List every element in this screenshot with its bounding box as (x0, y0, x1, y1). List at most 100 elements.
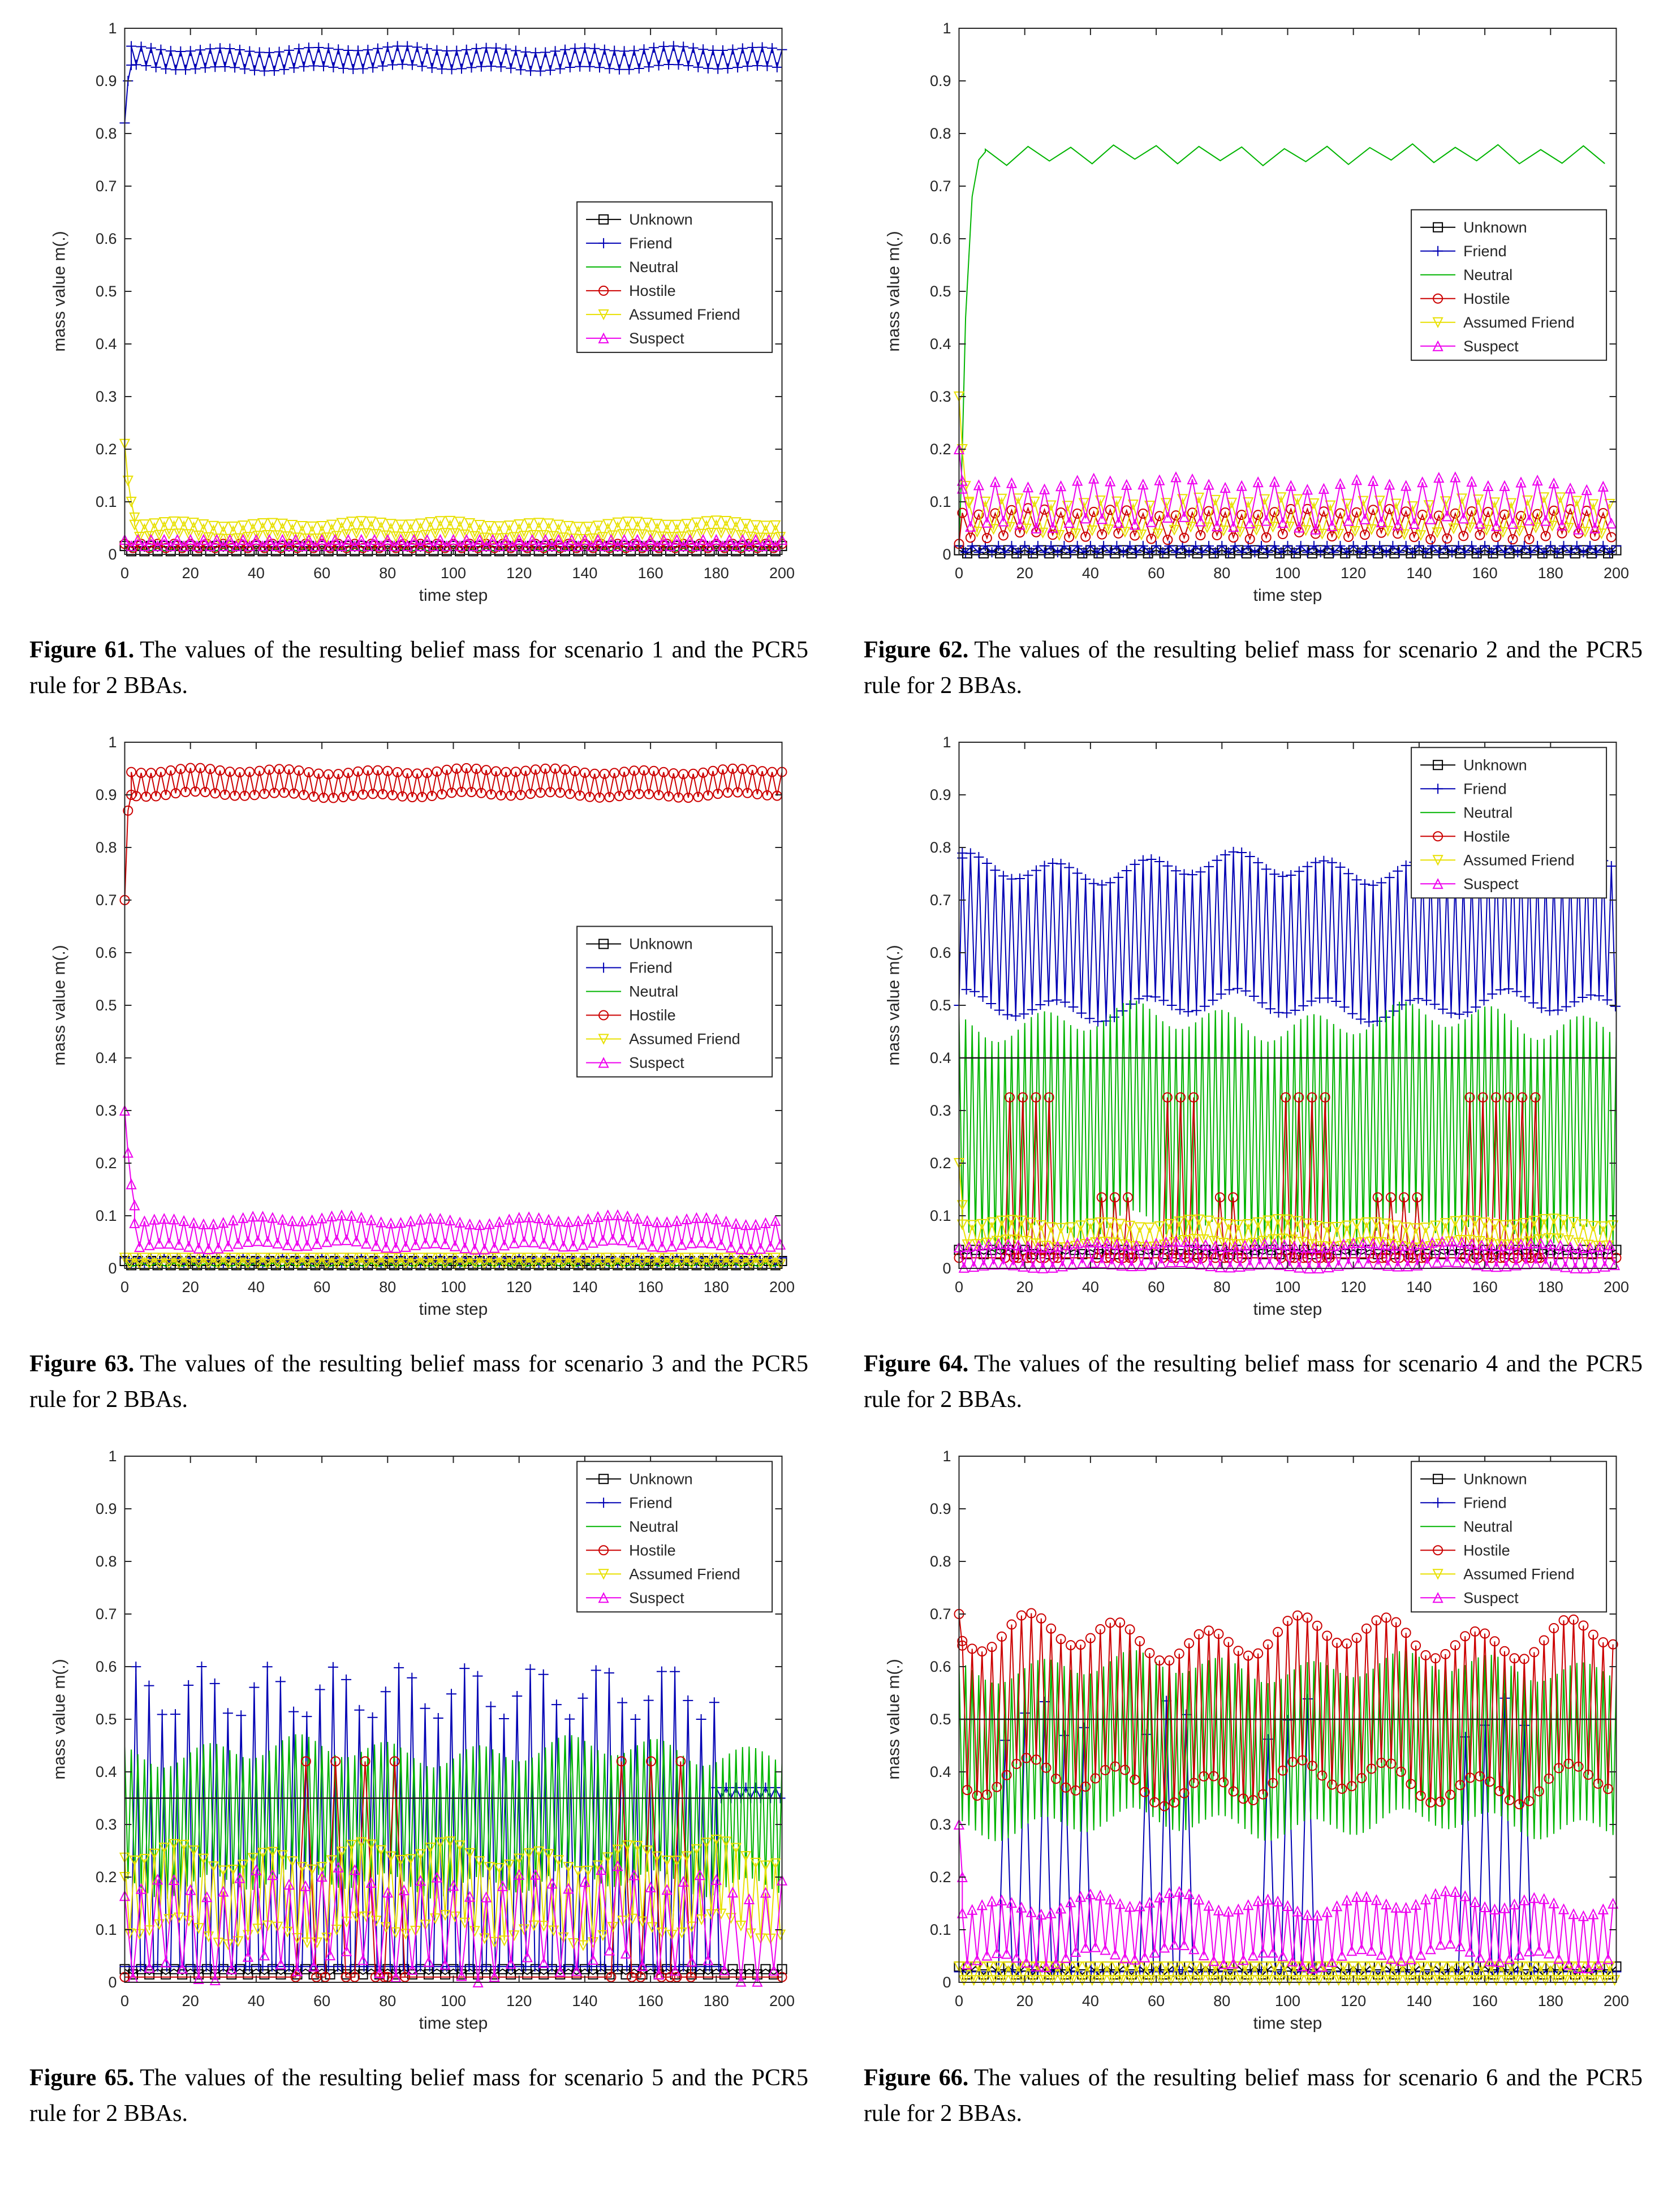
svg-text:Hostile: Hostile (629, 282, 676, 299)
svg-text:0.7: 0.7 (930, 892, 951, 909)
svg-text:0.3: 0.3 (96, 1102, 117, 1119)
svg-text:Suspect: Suspect (629, 1589, 684, 1606)
svg-text:mass value m(.): mass value m(.) (50, 945, 69, 1065)
svg-text:mass value m(.): mass value m(.) (885, 231, 903, 351)
svg-text:140: 140 (572, 565, 597, 582)
svg-text:Hostile: Hostile (1463, 828, 1510, 845)
svg-text:60: 60 (1148, 1992, 1165, 2009)
svg-text:1: 1 (942, 20, 951, 37)
svg-text:0.3: 0.3 (930, 388, 951, 405)
svg-text:0: 0 (955, 1992, 963, 2009)
svg-text:Hostile: Hostile (1463, 290, 1510, 307)
svg-text:20: 20 (1016, 1992, 1033, 2009)
svg-text:0.5: 0.5 (96, 997, 117, 1014)
figure-64-caption: Figure 64. The values of the resulting be… (864, 1346, 1643, 1418)
figure-64-caption-text: The values of the resulting belief mass … (864, 1351, 1643, 1413)
svg-text:Suspect: Suspect (1463, 1589, 1519, 1606)
figure-63-chart: 0 20 40 60 80 100 120 140 160 180 200 0 0.1 0.2 0.3 0.4… (27, 730, 811, 1329)
figure-64: 0 20 40 60 80 100 120 140 160 180 200 0 0.1 0.2 0.3 0.4… (861, 730, 1645, 1418)
svg-text:0.4: 0.4 (930, 335, 951, 352)
svg-text:20: 20 (182, 1279, 199, 1296)
svg-text:100: 100 (441, 1992, 466, 2009)
svg-text:Assumed Friend: Assumed Friend (629, 306, 740, 323)
svg-text:60: 60 (313, 565, 330, 582)
svg-text:0.3: 0.3 (930, 1102, 951, 1119)
svg-text:mass value m(.): mass value m(.) (885, 1659, 903, 1779)
svg-text:120: 120 (506, 565, 532, 582)
svg-text:60: 60 (313, 1992, 330, 2009)
svg-text:40: 40 (1082, 565, 1099, 582)
svg-text:0.2: 0.2 (930, 1869, 951, 1886)
svg-text:0.8: 0.8 (930, 125, 951, 142)
svg-text:0.7: 0.7 (96, 178, 117, 195)
svg-text:0.7: 0.7 (96, 1606, 117, 1623)
svg-text:Suspect: Suspect (1463, 338, 1519, 355)
svg-text:Assumed Friend: Assumed Friend (1463, 851, 1575, 868)
svg-text:20: 20 (182, 565, 199, 582)
svg-text:140: 140 (572, 1992, 597, 2009)
svg-text:0: 0 (120, 565, 129, 582)
svg-text:0.5: 0.5 (930, 283, 951, 300)
figure-65-caption: Figure 65. The values of the resulting be… (29, 2060, 808, 2132)
figure-62-caption-label: Figure 62. (864, 637, 969, 663)
svg-text:40: 40 (248, 1279, 265, 1296)
svg-text:0.4: 0.4 (96, 335, 117, 352)
svg-text:Neutral: Neutral (1463, 804, 1512, 821)
svg-text:120: 120 (506, 1992, 532, 2009)
figure-66-caption-label: Figure 66. (864, 2065, 969, 2091)
chart-canvas: 0 20 40 60 80 100 120 140 160 180 200 0 0.1 0.2 0.3 0.4… (885, 1448, 1630, 2033)
svg-text:60: 60 (313, 1279, 330, 1296)
svg-text:0.7: 0.7 (930, 1606, 951, 1623)
svg-text:time step: time step (419, 2014, 488, 2033)
svg-text:0.1: 0.1 (96, 493, 117, 510)
svg-text:Hostile: Hostile (629, 1007, 676, 1024)
svg-text:0.1: 0.1 (930, 1921, 951, 1938)
svg-text:time step: time step (1253, 2014, 1322, 2033)
svg-text:0.8: 0.8 (930, 1553, 951, 1570)
svg-text:100: 100 (441, 565, 466, 582)
svg-text:Neutral: Neutral (629, 983, 678, 1000)
figure-62-caption: Figure 62. The values of the resulting be… (864, 632, 1643, 704)
figure-61: 0 20 40 60 80 100 120 140 160 180 200 0 0.1 0.2 0.3 0.4… (27, 16, 811, 704)
svg-text:0.9: 0.9 (96, 786, 117, 803)
svg-text:100: 100 (1275, 1992, 1300, 2009)
svg-text:Suspect: Suspect (1463, 875, 1519, 892)
svg-text:40: 40 (248, 565, 265, 582)
svg-text:60: 60 (1148, 565, 1165, 582)
svg-text:0.4: 0.4 (96, 1049, 117, 1066)
svg-text:Hostile: Hostile (629, 1542, 676, 1559)
svg-text:0.1: 0.1 (96, 1207, 117, 1224)
svg-text:160: 160 (638, 1279, 663, 1296)
svg-text:180: 180 (704, 565, 729, 582)
svg-text:180: 180 (1538, 1279, 1563, 1296)
svg-text:Friend: Friend (629, 1494, 673, 1511)
svg-text:0: 0 (108, 1974, 117, 1991)
chart-canvas: 0 20 40 60 80 100 120 140 160 180 200 0 0.1 0.2 0.3 0.4… (50, 734, 795, 1319)
figure-64-chart: 0 20 40 60 80 100 120 140 160 180 200 0 0.1 0.2 0.3 0.4… (861, 730, 1645, 1329)
svg-text:0: 0 (108, 546, 117, 563)
svg-text:mass value m(.): mass value m(.) (50, 1659, 69, 1779)
svg-text:0: 0 (942, 1974, 951, 1991)
svg-text:0.9: 0.9 (96, 72, 117, 89)
svg-text:time step: time step (419, 586, 488, 605)
chart-canvas: 0 20 40 60 80 100 120 140 160 180 200 0 0.1 0.2 0.3 0.4… (50, 1448, 795, 2033)
svg-text:Unknown: Unknown (629, 211, 693, 228)
figure-61-caption-text: The values of the resulting belief mass … (29, 637, 808, 699)
svg-text:160: 160 (1472, 565, 1498, 582)
svg-text:0: 0 (120, 1279, 129, 1296)
svg-text:Assumed Friend: Assumed Friend (1463, 1565, 1575, 1582)
svg-text:200: 200 (1604, 1992, 1629, 2009)
svg-text:200: 200 (769, 1992, 795, 2009)
svg-text:0: 0 (120, 1992, 129, 2009)
figure-63-caption-text: The values of the resulting belief mass … (29, 1351, 808, 1413)
svg-text:Unknown: Unknown (629, 936, 693, 953)
svg-text:0.3: 0.3 (96, 388, 117, 405)
svg-text:mass value m(.): mass value m(.) (50, 231, 69, 351)
figure-62-caption-text: The values of the resulting belief mass … (864, 637, 1643, 699)
figure-63: 0 20 40 60 80 100 120 140 160 180 200 0 0.1 0.2 0.3 0.4… (27, 730, 811, 1418)
svg-text:20: 20 (1016, 565, 1033, 582)
svg-text:0.4: 0.4 (930, 1763, 951, 1780)
svg-text:0.2: 0.2 (96, 441, 117, 458)
figure-64-caption-label: Figure 64. (864, 1351, 969, 1377)
svg-text:0.1: 0.1 (96, 1921, 117, 1938)
